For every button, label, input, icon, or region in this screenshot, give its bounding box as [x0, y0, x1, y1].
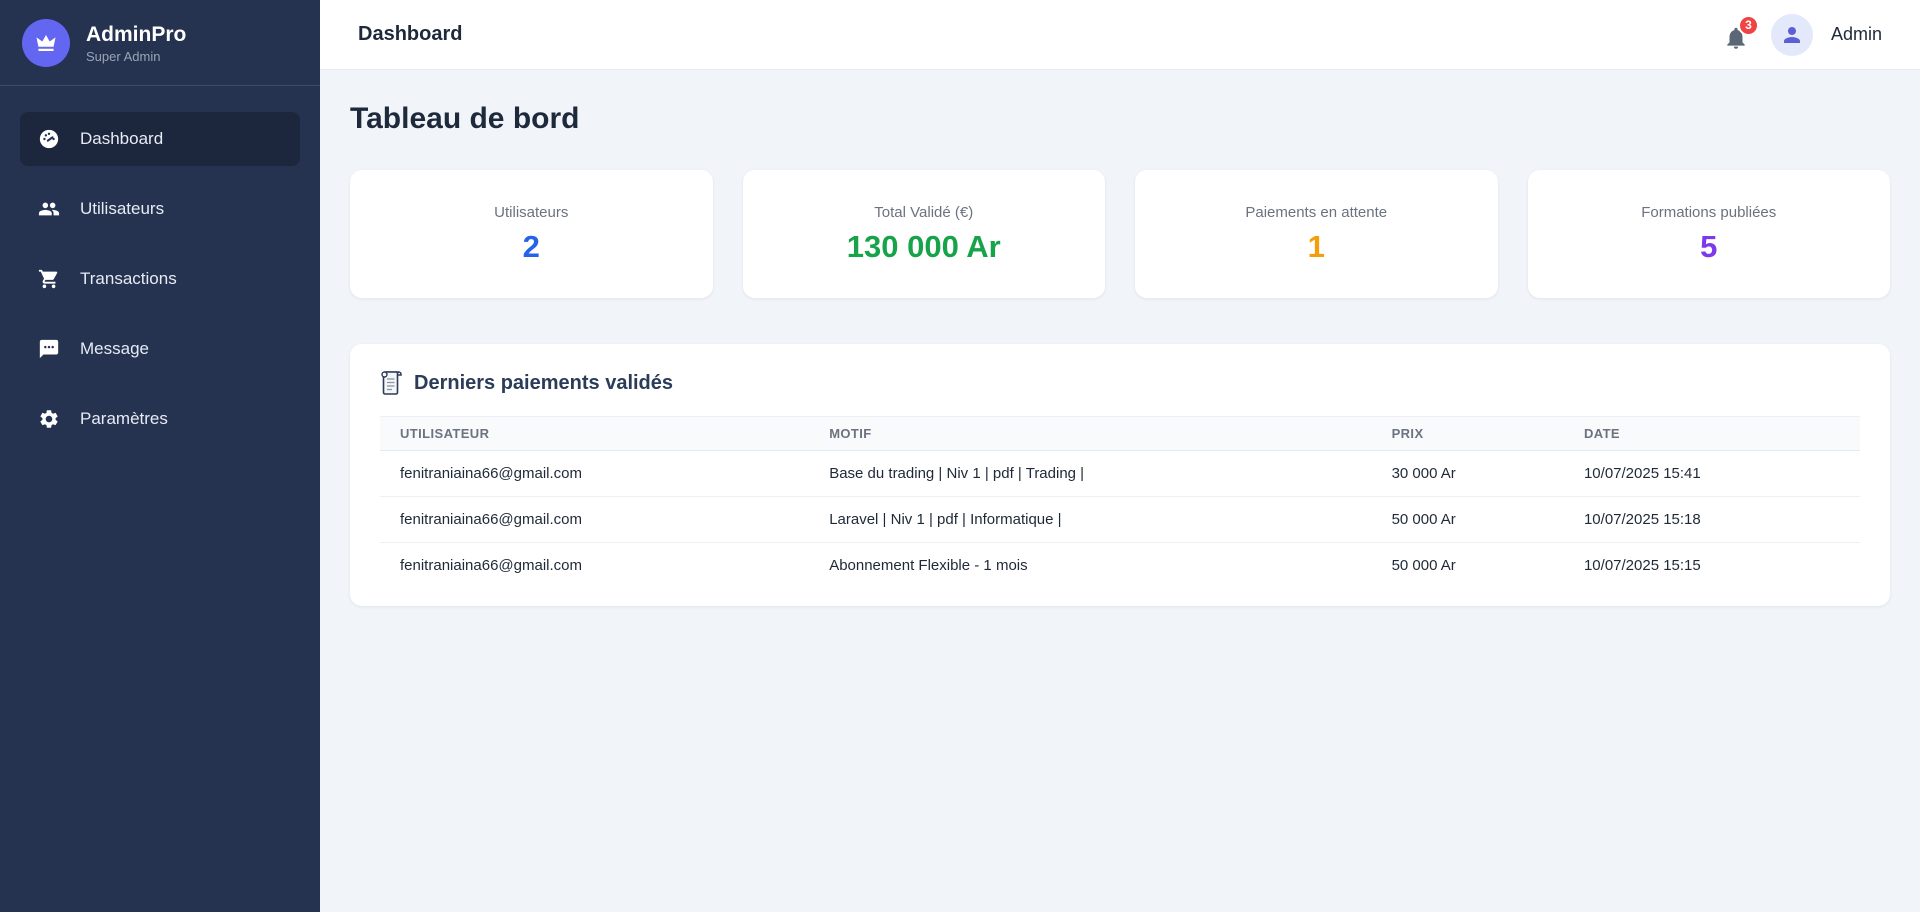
stat-card-label: Paiements en attente — [1245, 203, 1388, 221]
cell-prix: 30 000 Ar — [1371, 450, 1564, 497]
stat-card-value: 2 — [522, 228, 540, 264]
stat-card-label: Formations publiées — [1641, 203, 1777, 221]
table-row: fenitraniaina66@gmail.com Laravel | Niv 1… — [380, 496, 1860, 543]
stat-card-value: 1 — [1307, 228, 1325, 264]
sidebar-item-label: Message — [80, 339, 149, 358]
app-name: AdminPro — [86, 22, 187, 46]
payments-card-header: Derniers paiements validés — [380, 370, 1860, 396]
payments-table-title: Derniers paiements validés — [414, 371, 674, 394]
table-row: fenitraniaina66@gmail.com Abonnement Flex… — [380, 543, 1860, 589]
cell-motif: Base du trading | Niv 1 | pdf | Trading … — [809, 450, 1372, 497]
cell-prix: 50 000 Ar — [1371, 496, 1564, 543]
sidebar-item-message[interactable]: Message — [20, 322, 300, 376]
topbar-title: Dashboard — [358, 23, 463, 45]
cell-user: fenitraniaina66@gmail.com — [380, 496, 810, 543]
cell-prix: 50 000 Ar — [1391, 557, 1456, 574]
cell-motif: Laravel | Niv 1 | pdf | Informatique | — [809, 496, 1372, 543]
brand-text: AdminPro Super Admin — [86, 22, 186, 64]
users-icon — [38, 198, 60, 220]
payments-table-head: Utilisateur Motif Prix Date — [380, 416, 1860, 451]
table-row: fenitraniaina66@gmail.com Base du trading… — [380, 450, 1860, 497]
page-title: Tableau de bord — [350, 102, 580, 135]
sidebar-nav: Dashboard Utilisateurs Transactions Message… — [0, 86, 320, 462]
cell-date: 10/07/2025 15:18 — [1563, 496, 1860, 543]
sidebar-item-dashboard[interactable]: Dashboard — [20, 112, 300, 166]
sidebar-item-utilisateurs[interactable]: Utilisateurs — [20, 182, 300, 236]
user-name[interactable]: Admin — [1830, 24, 1882, 44]
user-avatar[interactable] — [1770, 13, 1813, 56]
topbar: Dashboard 3 Admin — [320, 0, 1920, 70]
payments-table: Utilisateur Motif Prix Date fenitraniaina66… — [380, 416, 1860, 588]
app-subtitle: Super Admin — [86, 49, 161, 65]
stat-card-value: 130 000 Ar — [846, 228, 1001, 264]
column-header-prix: Prix — [1371, 416, 1564, 451]
cell-user: fenitraniaina66@gmail.com — [400, 557, 582, 574]
notification-badge: 3 — [1737, 14, 1759, 36]
sidebar-item-label: Utilisateurs — [80, 199, 165, 218]
sidebar-item-transactions[interactable]: Transactions — [20, 252, 300, 306]
cell-date: 10/07/2025 15:15 — [1583, 557, 1701, 574]
gauge-icon — [38, 128, 60, 150]
main-content: Tableau de bord Utilisateurs 2 Total Valid… — [320, 70, 1920, 912]
content-column: Dashboard 3 Admin Tableau de bord Utilis… — [320, 0, 1920, 912]
sidebar-item-label: Dashboard — [80, 129, 164, 148]
sidebar-item-param-tres[interactable]: Paramètres — [20, 392, 300, 446]
cell-motif: Abonnement Flexible - 1 mois — [829, 557, 1028, 574]
cell-user: fenitraniaina66@gmail.com — [380, 450, 810, 497]
crown-icon — [22, 19, 70, 67]
notifications-button[interactable]: 3 — [1723, 14, 1759, 51]
stat-card: Utilisateurs 2 — [350, 170, 713, 298]
person-icon — [1783, 26, 1800, 43]
brand: AdminPro Super Admin — [0, 0, 320, 86]
gear-icon — [38, 408, 60, 430]
stat-card-label: Total Validé (€) — [874, 203, 974, 221]
stat-card: Total Validé (€) 130 000 Ar — [742, 170, 1105, 298]
stat-card: Formations publiées 5 — [1527, 170, 1890, 298]
cart-icon — [38, 268, 60, 290]
topbar-right: 3 Admin — [1723, 13, 1882, 56]
cell-date: 10/07/2025 15:41 — [1563, 450, 1860, 497]
stat-card: Paiements en attente 1 — [1135, 170, 1498, 298]
sidebar: AdminPro Super Admin Dashboard Utilisateu… — [0, 0, 320, 912]
scroll-icon — [380, 370, 402, 396]
sidebar-item-label: Transactions — [80, 269, 177, 288]
stat-card-value: 5 — [1700, 228, 1718, 264]
stat-cards-row: Utilisateurs 2 Total Validé (€) 130 000 Ar P… — [350, 170, 1890, 298]
column-header-motif: Motif — [809, 416, 1372, 451]
payments-card: Derniers paiements validés Utilisateur Mo… — [350, 344, 1890, 606]
column-header-utilisateur: Utilisateur — [380, 416, 810, 451]
column-header-date: Date — [1563, 416, 1860, 451]
stat-card-label: Utilisateurs — [494, 203, 569, 221]
comment-icon — [38, 338, 60, 360]
payments-table-body: fenitraniaina66@gmail.com Base du trading… — [380, 450, 1860, 589]
sidebar-item-label: Paramètres — [80, 409, 168, 428]
